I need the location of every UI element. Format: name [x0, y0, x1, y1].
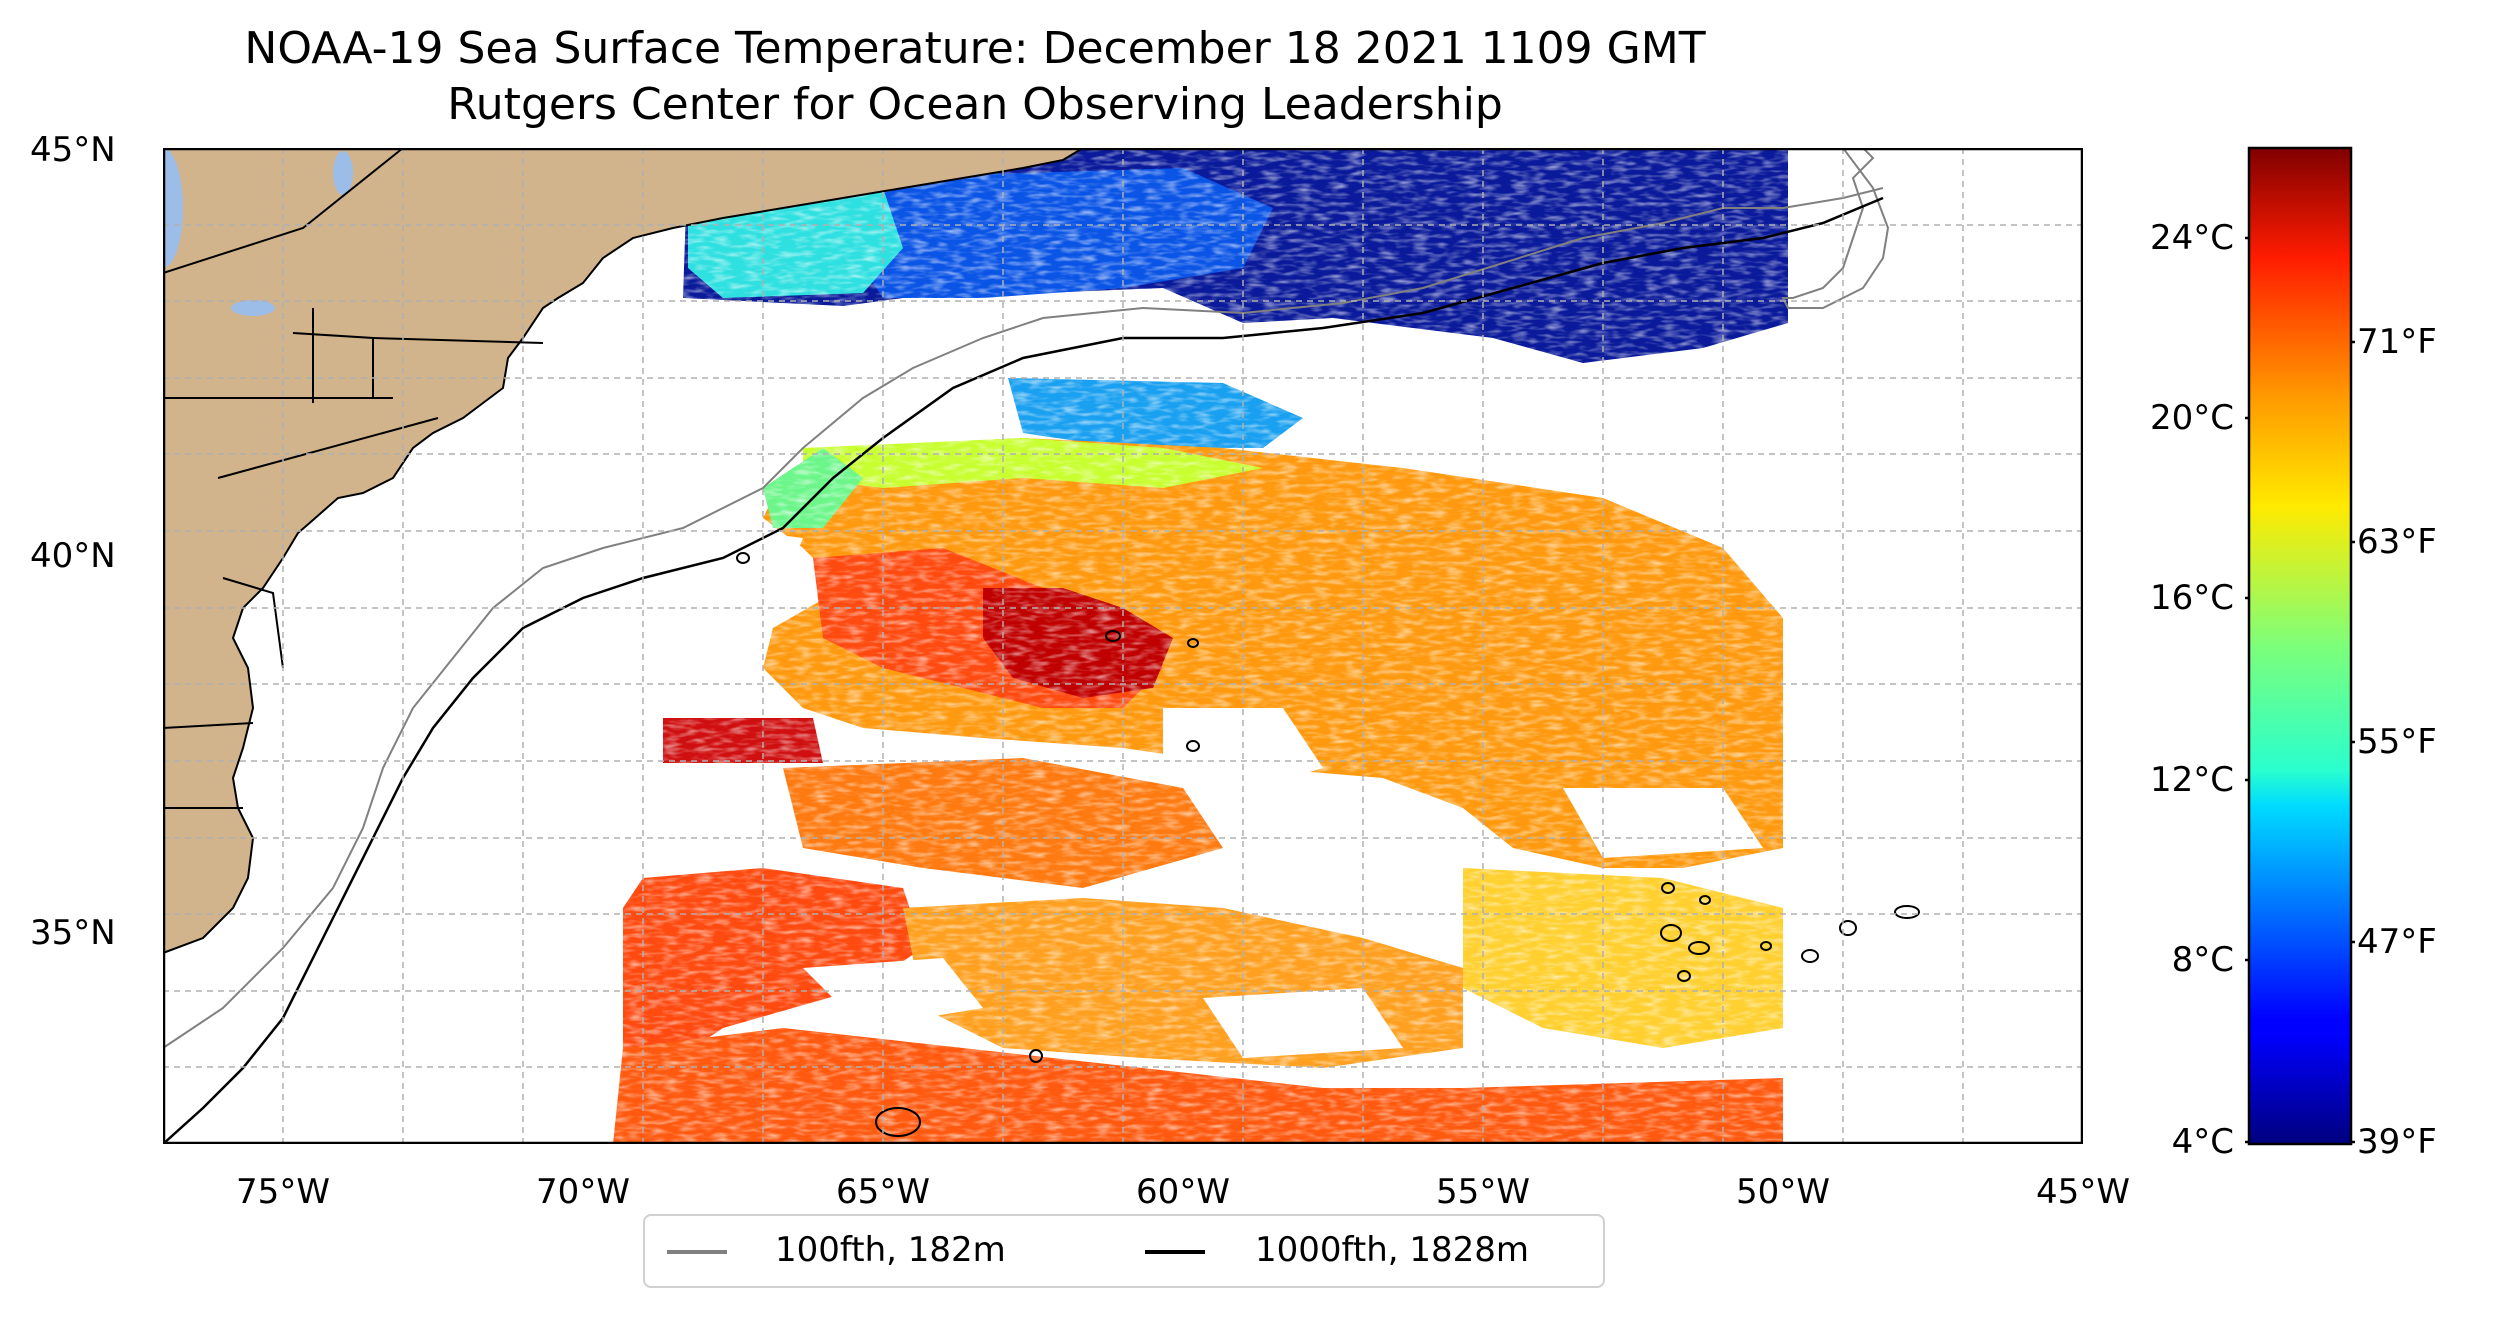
- cb-tick-24c: 24°C: [2149, 218, 2234, 258]
- land-nova-scotia: [1781, 148, 2083, 309]
- cb-tick-55f: 55°F: [2357, 722, 2437, 762]
- lon-tick-50w: 50°W: [1736, 1172, 1830, 1212]
- lake-3: [163, 148, 183, 268]
- lon-tick-65w: 65°W: [836, 1172, 930, 1212]
- lat-tick-45: 45°N: [30, 130, 116, 170]
- cb-tick-71f: 71°F: [2357, 322, 2437, 362]
- seamounts: [736, 552, 1920, 1137]
- lon-tick-70w: 70°W: [536, 1172, 630, 1212]
- cb-tick-4c: 4°C: [2171, 1122, 2234, 1162]
- map-subtitle: Rutgers Center for Ocean Observing Leade…: [447, 79, 1503, 130]
- lon-tick-60w: 60°W: [1136, 1172, 1230, 1212]
- lon-tick-55w: 55°W: [1436, 1172, 1530, 1212]
- cb-tick-47f: 47°F: [2357, 922, 2437, 962]
- cb-tick-63f: 63°F: [2357, 522, 2437, 562]
- contour-1000fth: [163, 196, 1884, 1144]
- sst-map: [163, 148, 2083, 1144]
- legend-swatch-100fth: [667, 1250, 727, 1254]
- contour-100fth: [163, 187, 1884, 1049]
- cb-tick-12c: 12°C: [2149, 760, 2234, 800]
- cb-tick-39f: 39°F: [2357, 1122, 2437, 1162]
- lake-1: [333, 151, 353, 195]
- legend-label-100fth: 100fth, 182m: [775, 1230, 1006, 1270]
- cb-tick-16c: 16°C: [2149, 578, 2234, 618]
- lon-tick-75w: 75°W: [236, 1172, 330, 1212]
- cb-tick-8c: 8°C: [2171, 940, 2234, 980]
- gridlines: [163, 148, 2083, 1144]
- cb-tick-20c: 20°C: [2149, 398, 2234, 438]
- land-us-coast: [163, 148, 1085, 955]
- legend-swatch-1000fth: [1145, 1250, 1205, 1254]
- map-frame: [163, 148, 2083, 1144]
- lake-2: [231, 300, 275, 316]
- legend-label-1000fth: 1000fth, 1828m: [1255, 1230, 1530, 1270]
- colorbar: [2245, 146, 2355, 1146]
- lon-tick-45w: 45°W: [2036, 1172, 2130, 1212]
- contour-legend: 100fth, 182m 1000fth, 1828m: [643, 1214, 1605, 1288]
- lat-tick-40: 40°N: [30, 536, 116, 576]
- lat-tick-35: 35°N: [30, 913, 116, 953]
- map-title: NOAA-19 Sea Surface Temperature: Decembe…: [244, 23, 1706, 74]
